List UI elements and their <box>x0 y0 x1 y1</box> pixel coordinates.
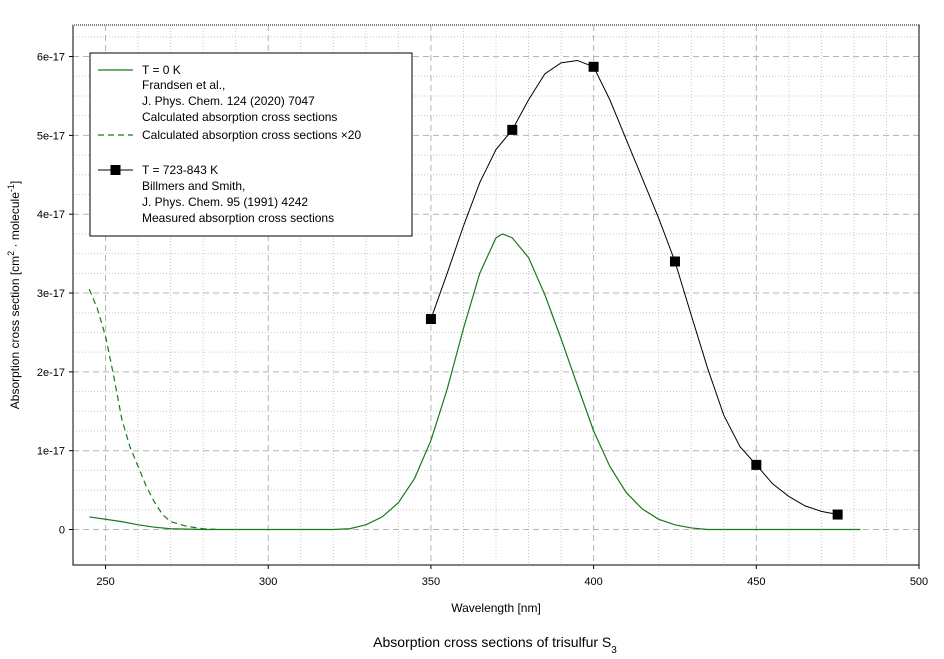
y-tick-label: 1e-17 <box>37 446 65 458</box>
x-tick-label: 400 <box>584 576 602 588</box>
y-axis-label: Absorption cross section [cm2 · molecule… <box>6 181 22 409</box>
data-point-measured <box>425 314 436 325</box>
y-tick-label: 3e-17 <box>37 288 65 300</box>
data-point-measured <box>588 61 599 72</box>
legend-box <box>89 52 413 237</box>
data-point-measured <box>751 459 762 470</box>
data-point-measured <box>507 124 518 135</box>
legend-calculated-x20: Calculated absorption cross sections ×20 <box>142 128 361 142</box>
legend: T = 0 K Frandsen et al., J. Phys. Chem. … <box>89 52 413 237</box>
x-tick-label: 250 <box>96 576 114 588</box>
legend-calculated-line1: T = 0 K <box>142 63 181 77</box>
y-tick-label: 4e-17 <box>37 209 65 221</box>
legend-measured-line2: Billmers and Smith, <box>142 179 245 193</box>
y-tick-label: 2e-17 <box>37 367 65 379</box>
y-axis-label-main: Absorption cross section [cm <box>8 256 22 409</box>
chart-caption-subscript: 3 <box>611 645 617 656</box>
chart-caption: Absorption cross sections of trisulfur S… <box>373 634 617 656</box>
x-tick-label: 350 <box>422 576 440 588</box>
y-tick-label: 0 <box>59 525 65 537</box>
series-line-calculated <box>89 233 861 531</box>
legend-calculated-line2: Frandsen et al., <box>142 78 225 92</box>
x-tick-label: 450 <box>747 576 765 588</box>
series-line-calculated-x20 <box>88 288 220 531</box>
x-tick-label: 300 <box>259 576 277 588</box>
legend-calculated-line4: Calculated absorption cross sections <box>142 110 337 124</box>
x-axis-label: Wavelength [nm] <box>451 601 541 615</box>
legend-measured-line4: Measured absorption cross sections <box>142 211 334 225</box>
y-axis-label-end: ] <box>8 181 22 184</box>
chart-caption-main: Absorption cross sections of trisulfur S <box>373 634 611 650</box>
series-layer <box>88 59 861 531</box>
data-point-measured <box>832 509 843 520</box>
data-point-measured <box>669 256 680 267</box>
y-axis-label-sup2: -1 <box>6 184 16 192</box>
y-axis-label-mid: · molecule <box>8 192 22 251</box>
x-tick-label: 500 <box>910 576 928 588</box>
legend-calculated-line3: J. Phys. Chem. 124 (2020) 7047 <box>142 94 315 108</box>
y-tick-label: 6e-17 <box>37 52 65 64</box>
y-axis-label-sup1: 2 <box>6 251 16 256</box>
y-tick-label: 5e-17 <box>37 130 65 142</box>
legend-measured-line1: T = 723-843 K <box>142 163 218 177</box>
x-axis-ticks: 250 300 350 400 450 500 <box>96 565 928 588</box>
series-line-measured <box>430 59 838 516</box>
legend-swatch-measured-marker <box>110 165 121 175</box>
legend-measured-line3: J. Phys. Chem. 95 (1991) 4242 <box>142 195 308 209</box>
y-axis-ticks: 0 1e-17 2e-17 3e-17 4e-17 5e-17 6e-17 <box>37 52 73 537</box>
